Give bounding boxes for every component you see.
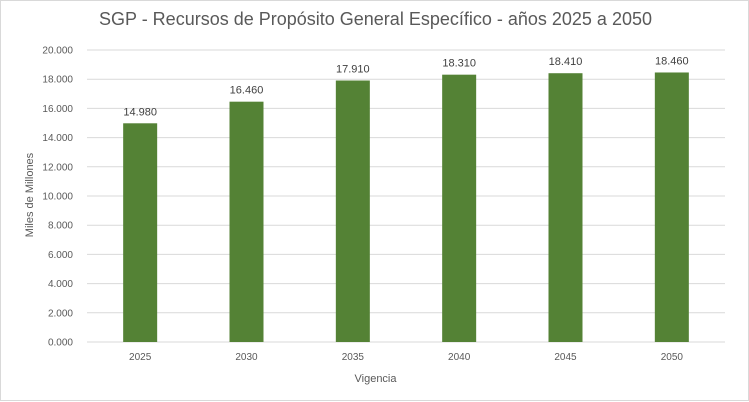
chart-title: SGP - Recursos de Propósito General Espe… [99,9,652,29]
x-axis-label: Vigencia [354,373,397,385]
bar [442,74,477,342]
x-tick-label: 2040 [448,352,471,363]
x-tick-label: 2030 [235,352,258,363]
y-tick-label: 12.000 [42,162,73,173]
y-tick-label: 16.000 [42,104,73,115]
bar [123,123,158,343]
y-tick-label: 8.000 [48,221,73,232]
bar [548,73,583,343]
bar [335,80,370,342]
x-tick-label: 2025 [129,352,152,363]
data-label: 18.410 [549,56,583,68]
data-label: 16.460 [230,85,264,97]
bar [654,72,689,342]
data-label: 17.910 [336,64,370,76]
y-tick-label: 10.000 [42,192,73,203]
y-tick-label: 4.000 [48,279,73,290]
y-tick-label: 18.000 [42,75,73,86]
x-tick-label: 2050 [661,352,684,363]
y-tick-label: 14.000 [42,133,73,144]
data-label: 14.980 [123,106,157,118]
y-tick-label: 0.000 [48,338,73,349]
x-tick-label: 2045 [554,352,577,363]
data-label: 18.310 [442,58,476,70]
bar [229,101,264,343]
data-label: 18.460 [655,55,689,67]
y-tick-label: 6.000 [48,250,73,261]
y-tick-label: 2.000 [48,308,73,319]
y-tick-label: 20.000 [42,46,73,57]
x-tick-label: 2035 [342,352,365,363]
